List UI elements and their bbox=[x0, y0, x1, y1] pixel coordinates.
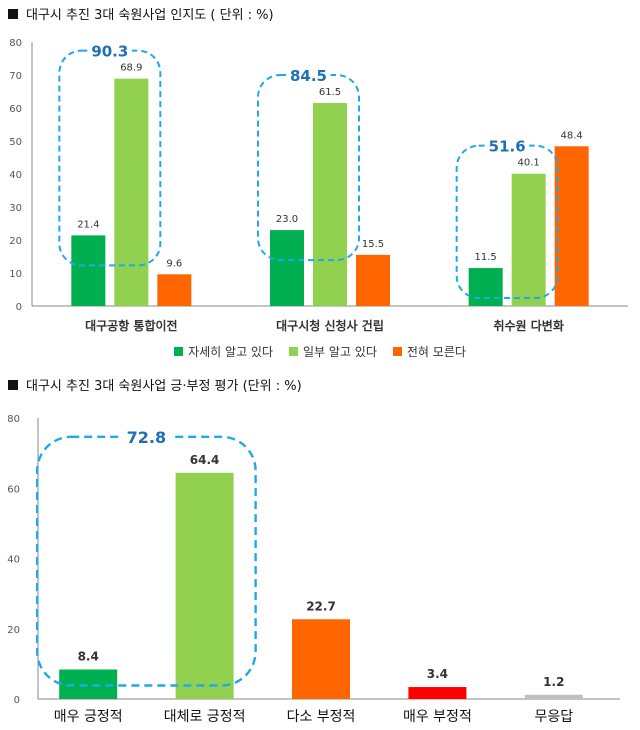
annotation-bg bbox=[87, 40, 132, 61]
data-label: 64.4 bbox=[190, 453, 220, 467]
y-tick-label: 20 bbox=[9, 236, 22, 247]
x-tick-label: 대구공항 통합이전 bbox=[85, 318, 178, 333]
data-label: 23.0 bbox=[276, 214, 298, 225]
y-tick-label: 40 bbox=[7, 555, 20, 566]
y-tick-label: 70 bbox=[9, 71, 22, 82]
bar bbox=[270, 230, 304, 306]
y-tick-label: 30 bbox=[9, 203, 22, 214]
y-tick-label: 50 bbox=[9, 137, 22, 148]
legend-swatch-dark-green bbox=[174, 347, 184, 356]
y-tick-label: 80 bbox=[9, 38, 22, 49]
highlight-bracket bbox=[455, 144, 559, 300]
annotation-total: 72.8 bbox=[127, 428, 166, 447]
bar bbox=[292, 619, 350, 699]
x-tick-label: 대구시청 신청사 건립 bbox=[276, 318, 384, 333]
legend-swatch-light-green bbox=[289, 347, 299, 356]
annotation-bg bbox=[286, 65, 331, 86]
x-tick-label: 매우 부정적 bbox=[403, 709, 472, 725]
data-label: 40.1 bbox=[518, 158, 540, 169]
x-tick-label: 매우 긍정적 bbox=[54, 709, 123, 725]
data-label: 61.5 bbox=[319, 87, 341, 98]
square-bullet-icon bbox=[8, 379, 18, 390]
data-label: 15.5 bbox=[362, 239, 384, 250]
data-label: 11.5 bbox=[475, 252, 497, 263]
awareness-bar-chart: 0 10 20 30 40 50 60 70 80 21.4 68.9 9.6 대구공항 통합이전 90.… bbox=[9, 38, 628, 333]
x-tick-label: 취수원 다변화 bbox=[493, 318, 563, 333]
bar bbox=[71, 235, 106, 306]
data-label: 8.4 bbox=[78, 649, 99, 663]
legend-label: 전혀 모른다 bbox=[406, 345, 466, 359]
legend-item-detailed: 자세히 알고 있다 bbox=[174, 343, 273, 360]
bar bbox=[356, 254, 390, 306]
highlight-bracket bbox=[257, 74, 360, 262]
square-bullet-icon bbox=[8, 8, 18, 19]
highlight-bracket bbox=[36, 435, 257, 687]
y-tick-label: 0 bbox=[16, 302, 22, 313]
bar bbox=[524, 694, 583, 699]
y-tick-label: 60 bbox=[7, 484, 20, 495]
legend-label: 일부 알고 있다 bbox=[303, 345, 377, 359]
bar bbox=[408, 687, 467, 699]
bar bbox=[511, 173, 546, 306]
x-tick-label: 다소 부정적 bbox=[287, 709, 356, 725]
bar bbox=[157, 274, 192, 306]
annotation-total: 84.5 bbox=[290, 67, 327, 85]
legend-item-partial: 일부 알고 있다 bbox=[289, 343, 377, 360]
data-label: 1.2 bbox=[543, 675, 564, 689]
bar bbox=[114, 78, 149, 306]
chart-1-title-text: 대구시 추진 3대 숙원사업 인지도 ( 단위 : %) bbox=[26, 8, 274, 23]
legend-label: 자세히 알고 있다 bbox=[188, 345, 274, 359]
y-tick-label: 0 bbox=[14, 695, 20, 706]
data-label: 48.4 bbox=[561, 130, 583, 141]
legend-swatch-orange bbox=[392, 347, 402, 356]
bar bbox=[554, 146, 589, 306]
chart-1-title: 대구시 추진 3대 숙원사업 인지도 ( 단위 : %) bbox=[8, 4, 274, 23]
y-tick-label: 10 bbox=[9, 269, 22, 280]
x-tick-label: 대체로 긍정적 bbox=[164, 709, 246, 725]
annotation-total: 90.3 bbox=[91, 43, 128, 61]
y-tick-label: 80 bbox=[7, 414, 20, 425]
y-tick-label: 20 bbox=[7, 625, 20, 636]
highlight-bracket bbox=[58, 49, 162, 267]
chart-2-title: 대구시 추진 3대 숙원사업 긍·부정 평가 (단위 : %) bbox=[8, 375, 302, 394]
x-tick-label: 무응답 bbox=[534, 709, 573, 725]
annotation-bg bbox=[121, 425, 172, 448]
annotation-total: 51.6 bbox=[489, 138, 526, 156]
data-label: 68.9 bbox=[120, 63, 142, 74]
bar bbox=[175, 472, 234, 699]
y-tick-label: 40 bbox=[9, 170, 22, 181]
bar bbox=[468, 268, 503, 306]
data-label: 21.4 bbox=[77, 219, 99, 230]
data-label: 22.7 bbox=[306, 599, 336, 613]
annotation-bg bbox=[485, 135, 530, 156]
data-label: 9.6 bbox=[166, 258, 182, 269]
bar bbox=[313, 103, 347, 306]
legend-item-unaware: 전혀 모른다 bbox=[392, 343, 466, 360]
chart-2-title-text: 대구시 추진 3대 숙원사업 긍·부정 평가 (단위 : %) bbox=[26, 379, 302, 394]
y-tick-label: 60 bbox=[9, 104, 22, 115]
data-label: 3.4 bbox=[427, 667, 448, 681]
chart-1-legend: 자세히 알고 있다 일부 알고 있다 전혀 모른다 bbox=[0, 343, 640, 360]
